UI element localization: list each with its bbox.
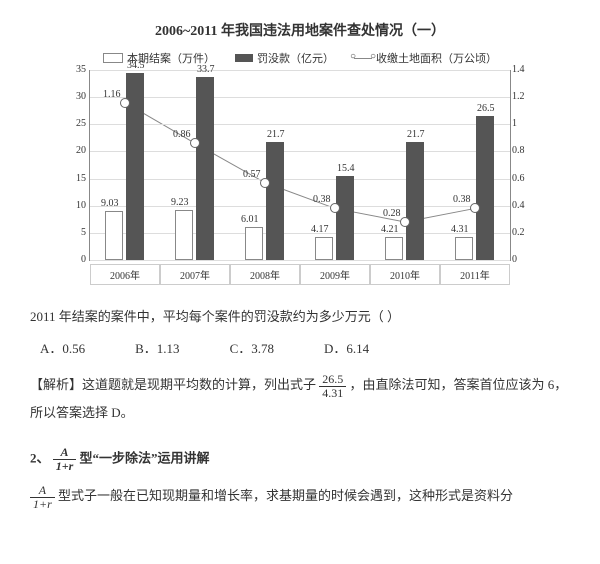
frac-analysis: 26.5 4.31 <box>319 373 346 400</box>
option-d: D．6.14 <box>324 338 369 357</box>
x-axis: 2006年2007年2008年2009年2010年2011年 <box>90 261 510 285</box>
option-a: A．0.56 <box>40 338 85 357</box>
chart-plot: 0510152025303500.20.40.60.811.21.49.0334… <box>89 70 511 261</box>
options: A．0.56 B．1.13 C．3.78 D．6.14 <box>40 338 570 357</box>
chart: 本期结案（万件） 罚没款（亿元） 收缴土地面积（万公顷） 05101520253… <box>50 50 550 290</box>
chart-legend: 本期结案（万件） 罚没款（亿元） 收缴土地面积（万公顷） <box>50 50 550 66</box>
para-3: A 1+r 型式子一般在已知现期量和增长率，求基期量的时候会遇到，这种形式是资料… <box>30 483 570 511</box>
question-text: 2011 年结案的案件中，平均每个案件的罚没款约为多少万元（ ） <box>30 305 570 328</box>
option-b: B．1.13 <box>135 338 179 357</box>
option-c: C．3.78 <box>230 338 274 357</box>
section-2-heading: 2、 A 1+r 型“一步除法”运用讲解 <box>30 446 570 473</box>
legend-s3: 收缴土地面积（万公顷） <box>376 50 497 66</box>
page-title: 2006~2011 年我国违法用地案件查处情况（一） <box>30 20 570 40</box>
analysis: 【解析】这道题就是现期平均数的计算，列出式子 26.5 4.31 ，由直除法可知… <box>30 372 570 426</box>
legend-s2: 罚没款（亿元） <box>257 50 334 66</box>
